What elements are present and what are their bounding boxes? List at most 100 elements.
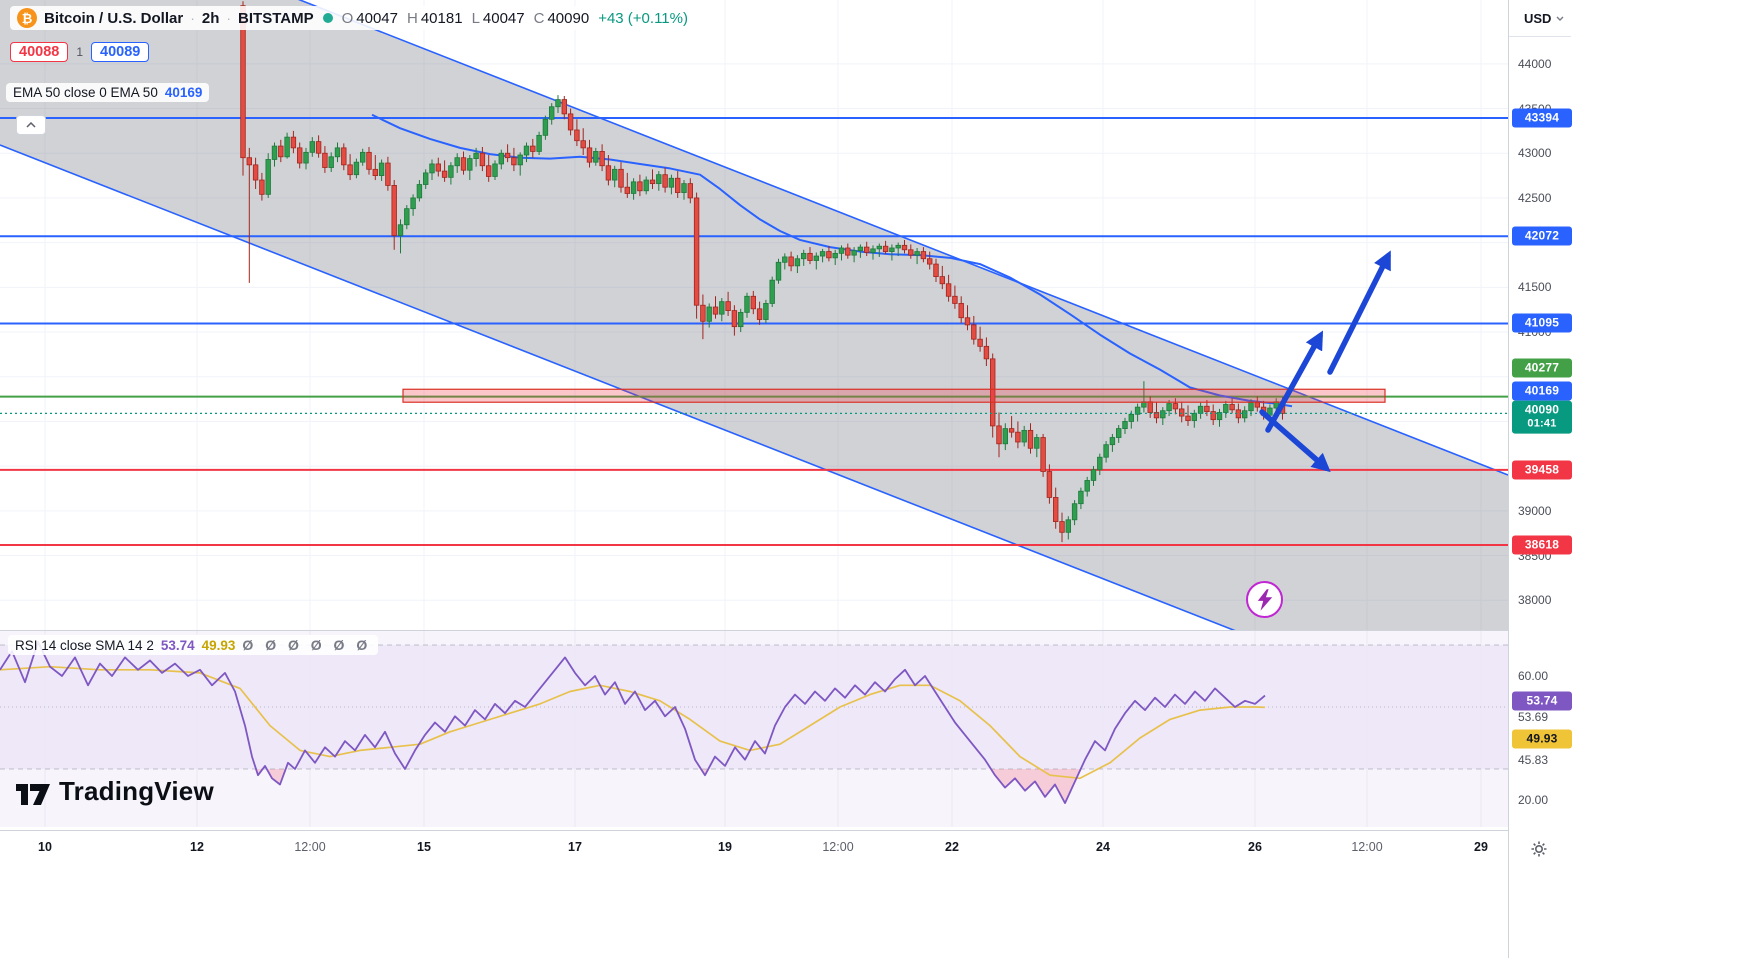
price-badge: 40169 — [1512, 381, 1572, 401]
rsi-disabled-markers: Ø Ø Ø Ø Ø Ø — [242, 637, 372, 653]
trend-arrow[interactable] — [1259, 409, 1331, 473]
candle-body — [945, 283, 952, 297]
candle-body — [1015, 431, 1021, 443]
rsi-badge: 53.74 — [1512, 691, 1572, 711]
candle-body — [284, 136, 290, 158]
spread-value: 1 — [76, 45, 84, 59]
candle-body — [725, 301, 731, 311]
candle-body — [1034, 437, 1040, 449]
candle-body — [838, 247, 845, 254]
rsi-sma-line — [0, 665, 1266, 780]
rsi-legend-value: 53.74 — [160, 637, 195, 653]
main-chart-pane[interactable] — [0, 0, 1508, 631]
change-value: +43 (+0.11%) — [598, 9, 688, 27]
candle-body — [1053, 497, 1059, 522]
candle-body — [864, 246, 870, 253]
candle-body — [1147, 401, 1153, 413]
resistance-zone[interactable] — [402, 388, 1386, 403]
axis-settings-button[interactable] — [1530, 840, 1548, 858]
time-axis[interactable]: 10 12 12:00 15 17 19 12:00 22 24 26 12:00 29 — [0, 830, 1750, 958]
candle-body — [618, 168, 624, 188]
candle-body — [454, 157, 460, 167]
candle-body — [801, 252, 807, 260]
candle-body — [1242, 410, 1248, 419]
candle-body — [964, 317, 971, 326]
trend-arrow[interactable] — [1327, 250, 1391, 375]
rsi-tick: 20.00 — [1518, 793, 1549, 807]
candle-body — [1166, 403, 1172, 412]
time-label: 12:00 — [822, 840, 854, 854]
candle-body — [441, 170, 448, 178]
candle-body — [271, 145, 278, 160]
candle-body — [290, 136, 297, 149]
candle-body — [435, 163, 441, 172]
candle-body — [990, 358, 996, 427]
candle-body — [1179, 408, 1185, 417]
ema-line — [371, 113, 1293, 408]
candle-body — [927, 258, 933, 265]
symbol-legend[interactable]: ₿ Bitcoin / U.S. Dollar · 2h · BITSTAMP … — [10, 6, 695, 30]
candle-body — [649, 179, 656, 185]
candle-body — [1008, 428, 1015, 433]
low-value: 40047 — [482, 9, 525, 27]
countdown-timer: 01:41 — [1527, 417, 1557, 430]
candle-body — [756, 308, 763, 320]
candle-body — [1116, 428, 1122, 438]
buy-button[interactable]: 40089 — [91, 42, 150, 62]
ohlc-readout: O 40047 H 40181 L 40047 C 40090 +43 (+0.11%) — [342, 10, 688, 27]
gear-icon — [1531, 841, 1547, 857]
candle-body — [334, 147, 341, 158]
tradingview-watermark-text: TradingView — [59, 776, 214, 806]
price-axis[interactable]: USD 440004350043000425004150041000390003… — [1508, 0, 1750, 958]
candle-body — [1172, 403, 1179, 410]
tradingview-watermark[interactable]: TradingView — [16, 776, 214, 807]
candles — [240, 1, 1286, 543]
candle-body — [1191, 412, 1197, 421]
candle-body — [240, 5, 246, 159]
rsi-tick: 60.00 — [1518, 669, 1549, 683]
channel-fill — [0, 0, 1508, 631]
currency-selector[interactable]: USD — [1517, 5, 1571, 31]
price-badge: 43394 — [1512, 108, 1572, 128]
candle-body — [309, 141, 315, 153]
candle-body — [530, 145, 536, 152]
lightning-icon — [1257, 588, 1272, 611]
candle-body — [322, 152, 328, 168]
interval-label[interactable]: 2h — [201, 9, 220, 27]
candle-body — [1040, 437, 1046, 472]
candle-body — [517, 154, 523, 166]
candle-body — [712, 306, 719, 315]
candle-body — [693, 197, 700, 306]
candle-body — [574, 129, 580, 142]
trend-arrow[interactable] — [1265, 330, 1324, 433]
low-label: L — [471, 9, 480, 27]
candle-body — [1153, 412, 1160, 419]
rsi-pane[interactable] — [0, 631, 1508, 827]
candle-body — [536, 134, 542, 152]
candle-body — [1254, 402, 1260, 408]
candle-body — [328, 156, 334, 168]
candle-body — [933, 263, 939, 278]
legend-collapse-button[interactable] — [16, 115, 46, 135]
candle-body — [637, 181, 643, 192]
channel-lower-line — [0, 144, 1239, 631]
candle-body — [1134, 406, 1141, 415]
sell-button[interactable]: 40088 — [10, 42, 69, 62]
candle-body — [252, 164, 259, 181]
ema-legend[interactable]: EMA 50 close 0 EMA 50 40169 — [6, 83, 210, 102]
candle-body — [549, 106, 555, 120]
open-label: O — [341, 9, 354, 27]
price-badge: 42072 — [1512, 226, 1572, 246]
time-label: 15 — [417, 840, 431, 854]
candle-body — [278, 145, 284, 158]
price-badge: 40090 01:41 — [1512, 400, 1572, 434]
time-label: 22 — [945, 840, 959, 854]
candle-body — [630, 181, 637, 194]
candle-body — [1084, 480, 1090, 492]
candle-body — [807, 252, 813, 261]
candle-body — [794, 258, 801, 267]
candle-body — [700, 304, 706, 322]
time-label: 12:00 — [1351, 840, 1383, 854]
rsi-legend[interactable]: RSI 14 close SMA 14 2 53.74 49.93 Ø Ø Ø … — [8, 635, 379, 655]
